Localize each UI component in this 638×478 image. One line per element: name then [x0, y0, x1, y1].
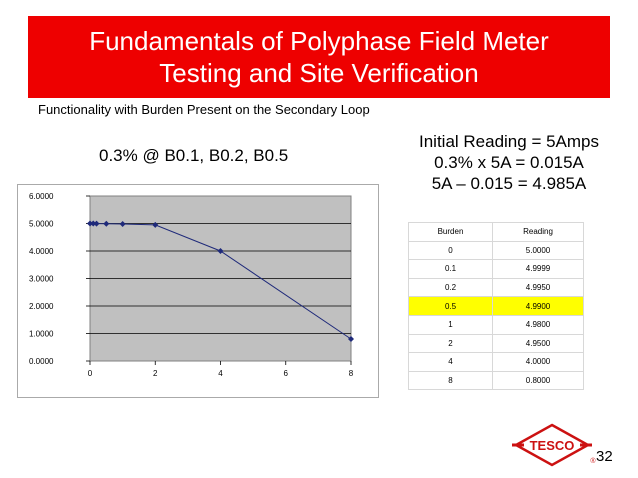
- y-tick-label: 4.0000: [29, 247, 54, 256]
- calc-line-1: Initial Reading = 5Amps: [418, 132, 600, 151]
- y-tick-label: 3.0000: [29, 275, 54, 284]
- title-banner: Fundamentals of Polyphase Field Meter Te…: [28, 16, 610, 98]
- cell-burden: 8: [408, 370, 493, 391]
- data-point: [90, 220, 97, 227]
- y-tick-label: 2.0000: [29, 302, 54, 311]
- cell-burden: 4: [408, 352, 493, 372]
- cell-burden: 1: [408, 314, 493, 335]
- table-header-row: Burden Reading: [408, 222, 584, 242]
- registered-mark: ®: [590, 457, 596, 465]
- table-row-highlighted: 0.5 4.9900: [408, 296, 584, 316]
- cell-reading: 4.9950: [492, 277, 584, 298]
- logo-text: TESCO: [530, 438, 575, 453]
- header-burden: Burden: [408, 222, 493, 242]
- calc-line-2: 0.3% x 5A = 0.015A: [434, 153, 584, 172]
- cell-reading: 5.0000: [492, 240, 584, 261]
- cell-burden: 2: [408, 333, 493, 354]
- header-reading: Reading: [492, 222, 584, 242]
- cell-reading: 4.9999: [492, 259, 584, 279]
- calculation-block: Initial Reading = 5Amps 0.3% x 5A = 0.01…: [396, 131, 622, 194]
- table-row: 0 5.0000: [408, 240, 584, 261]
- chart-caption: 0.3% @ B0.1, B0.2, B0.5: [99, 146, 289, 165]
- page-number: 32: [596, 448, 613, 465]
- cell-reading: 4.0000: [492, 352, 584, 372]
- slide-title-line-2: Testing and Site Verification: [159, 58, 479, 88]
- cell-burden: 0.1: [408, 259, 493, 279]
- y-tick-label: 6.0000: [29, 192, 54, 201]
- calc-line-3: 5A – 0.015 = 4.985A: [431, 174, 587, 193]
- table-row: 1 4.9800: [408, 314, 584, 335]
- x-tick-label: 8: [349, 369, 354, 378]
- table-row: 4 4.0000: [408, 352, 584, 372]
- data-point: [87, 220, 93, 227]
- data-point: [152, 221, 159, 228]
- cell-reading: 4.9800: [492, 314, 584, 335]
- tesco-logo: TESCO ®: [512, 423, 596, 467]
- x-tick-label: 6: [284, 369, 289, 378]
- slide-title-line-1: Fundamentals of Polyphase Field Meter: [89, 26, 549, 56]
- cell-burden: 0: [408, 240, 493, 261]
- data-point: [217, 248, 224, 254]
- table-row: 8 0.8000: [408, 370, 584, 391]
- slide-subtitle: Functionality with Burden Present on the…: [38, 102, 370, 117]
- table-row: 0.2 4.9950: [408, 277, 584, 298]
- cell-burden: 0.2: [408, 277, 493, 298]
- cell-reading: 4.9500: [492, 333, 584, 354]
- x-tick-label: 0: [88, 369, 93, 378]
- y-tick-label: 1.0000: [29, 330, 54, 339]
- y-tick-label: 5.0000: [29, 220, 54, 229]
- x-tick-label: 4: [218, 369, 223, 378]
- cell-reading: 4.9900: [492, 296, 584, 316]
- table-row: 2 4.9500: [408, 333, 584, 354]
- x-tick-label: 2: [153, 369, 158, 378]
- data-point: [93, 220, 100, 227]
- burden-reading-table: Burden Reading 0 5.0000 0.1 4.9999 0.2 4…: [408, 222, 584, 391]
- cell-burden: 0.5: [408, 296, 493, 316]
- data-point: [103, 220, 110, 227]
- data-point: [348, 336, 354, 342]
- cell-reading: 0.8000: [492, 370, 584, 391]
- y-tick-label: 0.0000: [29, 357, 54, 366]
- burden-reading-chart: 0.0000 1.0000 2.0000 3.0000 4.0000 5.0000 6.00…: [29, 192, 354, 378]
- table-row: 0.1 4.9999: [408, 259, 584, 279]
- chart-frame: [17, 184, 379, 398]
- data-point: [119, 221, 126, 228]
